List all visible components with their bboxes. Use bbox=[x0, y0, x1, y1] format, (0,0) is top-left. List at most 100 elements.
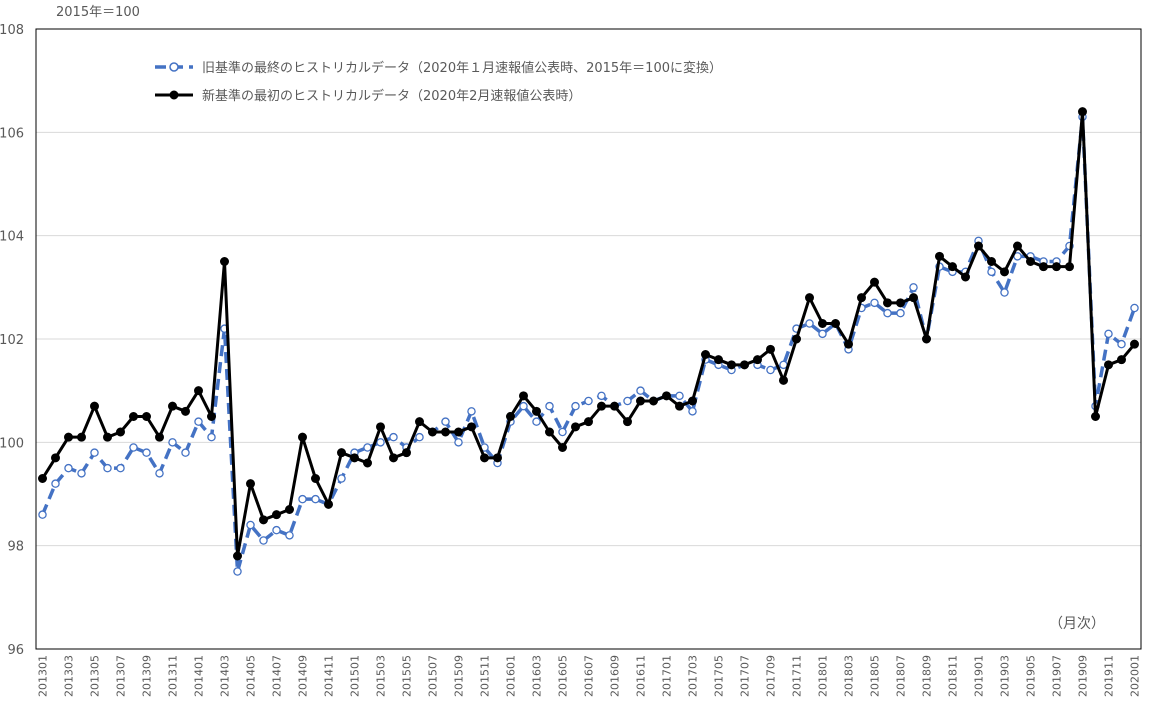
legend-label-new-base: 新基準の最初のヒストリカルデータ（2020年2月速報値公表時） bbox=[202, 88, 581, 104]
data-point bbox=[441, 417, 450, 426]
data-point bbox=[1130, 339, 1139, 349]
x-tick-label: 201505 bbox=[401, 655, 414, 697]
y-tick-label: 98 bbox=[7, 540, 24, 555]
data-point bbox=[415, 432, 424, 442]
data-point bbox=[987, 267, 996, 277]
data-point bbox=[363, 443, 372, 452]
data-point bbox=[818, 319, 827, 328]
x-tick-label: 201905 bbox=[1025, 655, 1038, 697]
data-point bbox=[311, 494, 320, 504]
data-point bbox=[246, 479, 255, 489]
data-point bbox=[90, 448, 99, 457]
data-point bbox=[1039, 262, 1048, 272]
x-tick-label: 201601 bbox=[505, 655, 518, 697]
x-tick-label: 201509 bbox=[453, 655, 466, 697]
x-tick-label: 201701 bbox=[661, 655, 674, 697]
data-point bbox=[324, 499, 333, 509]
x-tick-label: 201703 bbox=[687, 655, 700, 697]
x-tick-label: 201607 bbox=[583, 655, 596, 697]
data-point bbox=[571, 422, 580, 432]
data-point bbox=[38, 474, 47, 483]
x-tick-label: 201807 bbox=[895, 655, 908, 697]
plot-border bbox=[35, 28, 1142, 650]
x-tick-label: 201705 bbox=[713, 655, 726, 697]
legend-item-new-base: 新基準の最初のヒストリカルデータ（2020年2月速報値公表時） bbox=[155, 88, 581, 104]
data-point bbox=[389, 453, 398, 463]
x-tick-label: 201409 bbox=[297, 655, 310, 697]
legend-item-old-base: 旧基準の最終のヒストリカルデータ（2020年１月速報値公表時、2015年＝100… bbox=[155, 60, 722, 76]
data-point bbox=[1052, 262, 1061, 272]
data-point bbox=[1091, 412, 1100, 421]
x-tick-label: 201405 bbox=[245, 655, 258, 697]
data-point bbox=[623, 396, 632, 406]
data-point bbox=[77, 432, 86, 442]
data-point bbox=[207, 412, 216, 421]
data-point bbox=[181, 406, 190, 416]
x-tick-label: 201501 bbox=[349, 655, 362, 697]
data-point bbox=[168, 438, 177, 447]
data-point bbox=[129, 412, 138, 421]
data-point bbox=[870, 277, 879, 287]
data-point bbox=[454, 427, 463, 437]
data-point bbox=[961, 272, 970, 282]
x-tick-label: 201401 bbox=[193, 655, 206, 697]
data-point bbox=[90, 401, 99, 411]
data-point bbox=[376, 422, 385, 432]
data-point bbox=[259, 536, 268, 545]
data-point bbox=[389, 432, 398, 442]
data-point bbox=[779, 375, 788, 385]
legend-label-old-base: 旧基準の最終のヒストリカルデータ（2020年１月速報値公表時、2015年＝100… bbox=[202, 60, 722, 76]
data-point bbox=[1000, 288, 1009, 297]
data-point bbox=[753, 355, 762, 365]
data-point bbox=[1065, 262, 1074, 272]
data-point bbox=[688, 396, 697, 406]
note-label: （月次） bbox=[1049, 616, 1105, 632]
data-point bbox=[792, 334, 801, 344]
data-point bbox=[415, 417, 424, 427]
data-point bbox=[740, 360, 749, 370]
x-tick-label: 201411 bbox=[323, 655, 336, 697]
data-point bbox=[298, 494, 307, 504]
data-point bbox=[1104, 360, 1113, 370]
x-tick-label: 201507 bbox=[427, 655, 440, 697]
x-tick-label: 201301 bbox=[37, 655, 50, 697]
data-point bbox=[116, 463, 125, 473]
x-tick-label: 201611 bbox=[635, 655, 648, 697]
data-point bbox=[857, 293, 866, 303]
data-point bbox=[38, 510, 47, 519]
data-point bbox=[1104, 329, 1113, 339]
data-point bbox=[519, 391, 528, 401]
y-tick-label: 104 bbox=[0, 230, 24, 245]
data-point bbox=[545, 427, 554, 437]
y-axis: 96 98 100 102 104 106 108 bbox=[0, 23, 24, 658]
x-tick-label: 201909 bbox=[1077, 655, 1090, 697]
data-point bbox=[64, 432, 73, 442]
data-point bbox=[714, 355, 723, 365]
x-tick-label: 201403 bbox=[219, 655, 232, 697]
x-tick-label: 201907 bbox=[1051, 655, 1064, 697]
data-point bbox=[103, 463, 112, 473]
data-point bbox=[701, 350, 710, 359]
data-point bbox=[64, 463, 73, 473]
x-tick-label: 201805 bbox=[869, 655, 882, 697]
x-tick-label: 201407 bbox=[271, 655, 284, 697]
data-point bbox=[883, 308, 892, 318]
x-tick-label: 202001 bbox=[1129, 655, 1142, 697]
data-point bbox=[909, 283, 918, 292]
data-point bbox=[1026, 257, 1035, 266]
data-point bbox=[649, 396, 658, 406]
x-tick-label: 201801 bbox=[817, 655, 830, 697]
data-point bbox=[597, 391, 606, 401]
data-point bbox=[233, 551, 242, 561]
data-point bbox=[597, 401, 606, 411]
data-point bbox=[285, 531, 294, 540]
data-point bbox=[675, 401, 684, 411]
x-tick-label: 201309 bbox=[141, 655, 154, 697]
data-point bbox=[623, 417, 632, 427]
data-point bbox=[571, 401, 580, 411]
data-point bbox=[480, 453, 489, 463]
data-point bbox=[363, 458, 372, 468]
x-tick-label: 201901 bbox=[973, 655, 986, 697]
x-tick-label: 201605 bbox=[557, 655, 570, 697]
